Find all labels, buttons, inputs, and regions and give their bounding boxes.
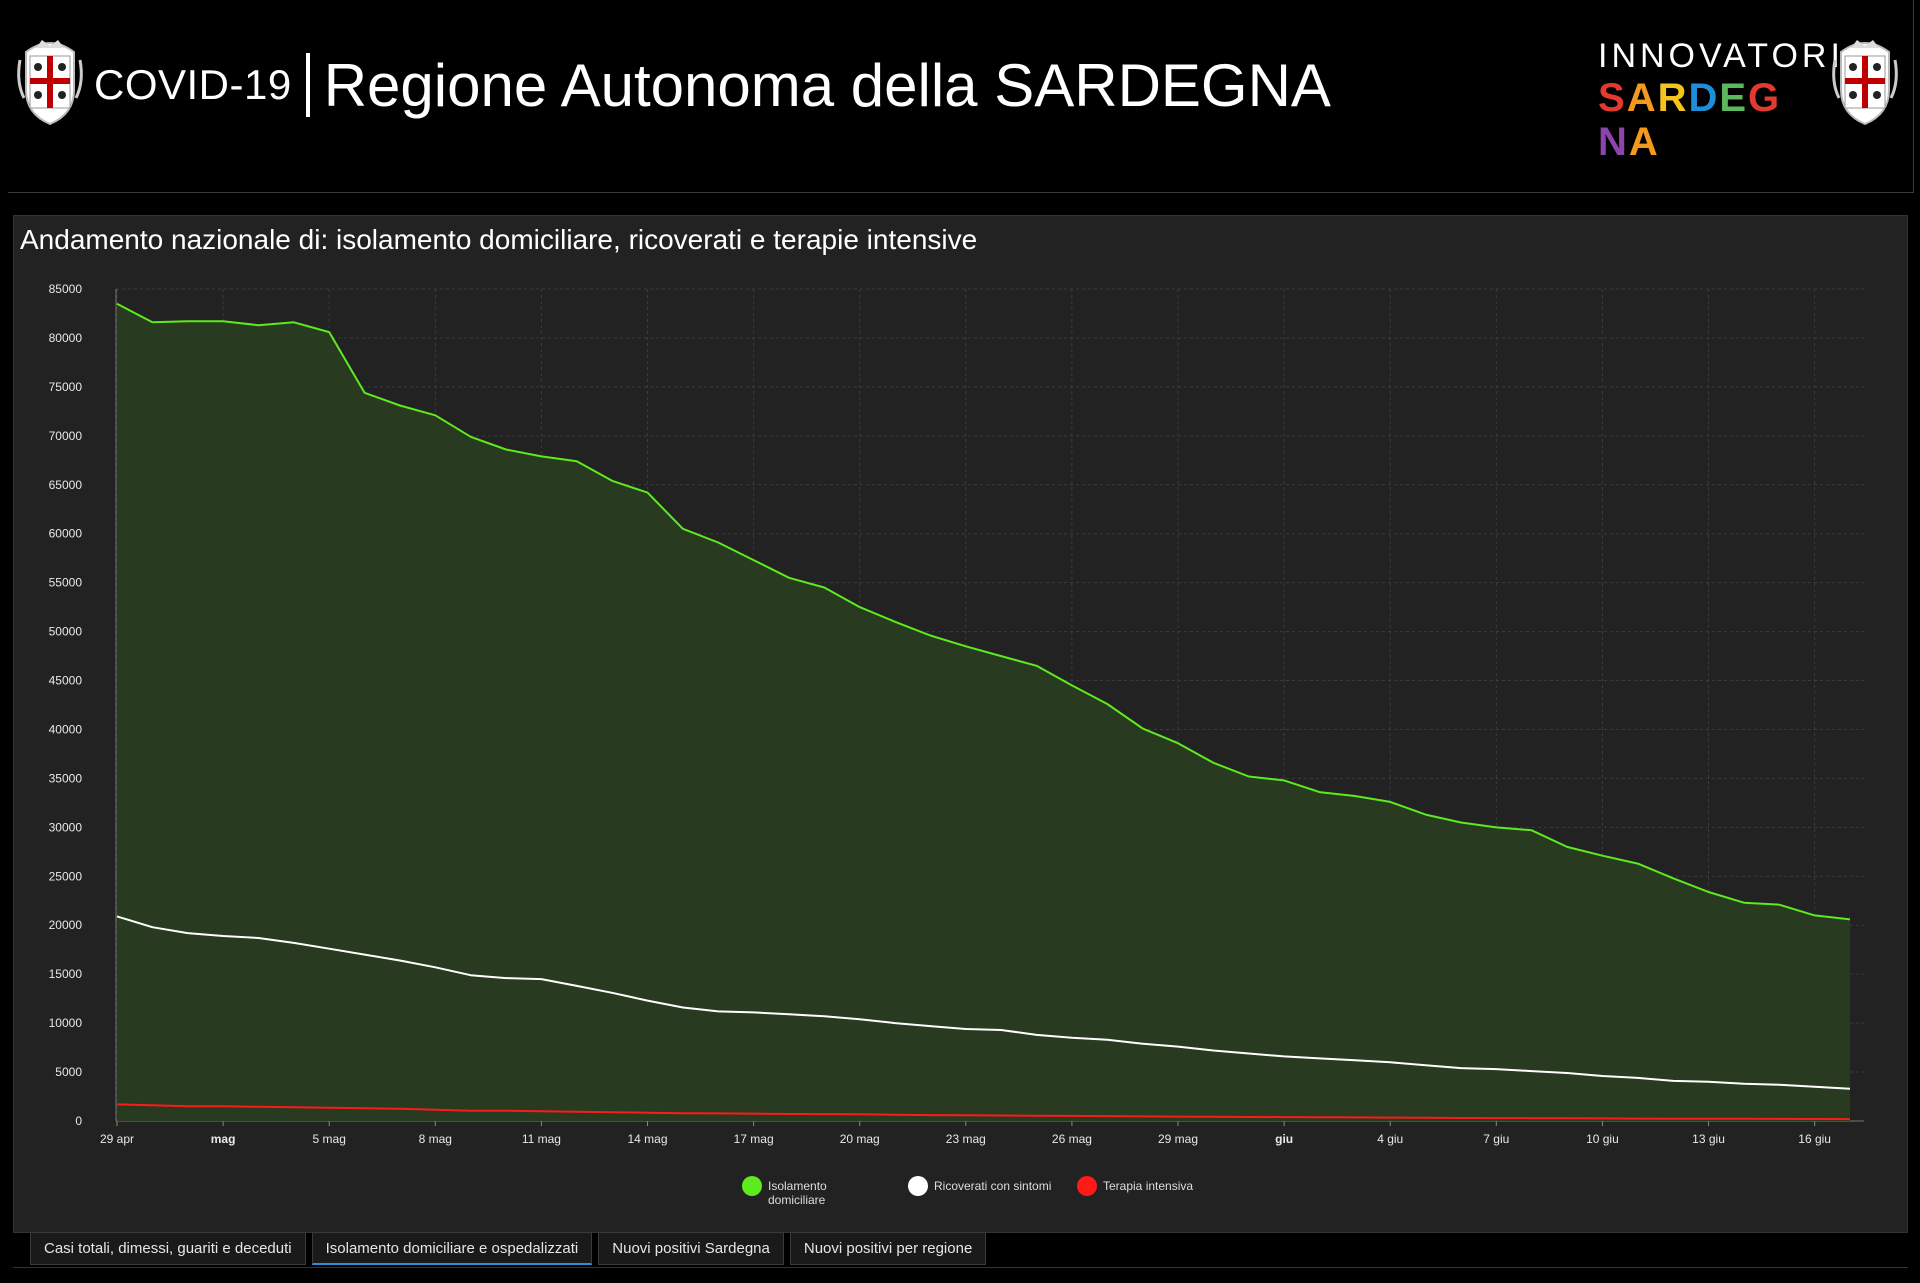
sardegna-letter: D bbox=[1688, 76, 1720, 120]
sardegna-label: SARDEG NA bbox=[1598, 76, 1808, 164]
y-tick-label: 20000 bbox=[49, 918, 83, 932]
sardegna-letter: N bbox=[1598, 120, 1629, 164]
y-tick-label: 60000 bbox=[49, 527, 83, 541]
brand-title: COVID-19 Regione Autonoma della SARDEGNA bbox=[94, 45, 1331, 125]
chart-title: Andamento nazionale di: isolamento domic… bbox=[20, 224, 978, 255]
tab-button[interactable]: Casi totali, dimessi, guariti e deceduti bbox=[30, 1232, 306, 1265]
sardegna-letter: G bbox=[1748, 76, 1782, 120]
x-tick-label: 7 giu bbox=[1483, 1132, 1509, 1146]
sardegna-letter: A bbox=[1628, 120, 1660, 164]
y-tick-label: 10000 bbox=[49, 1016, 83, 1030]
sardinia-crest-icon bbox=[1829, 34, 1901, 126]
x-tick-label: 4 giu bbox=[1377, 1132, 1403, 1146]
x-tick-label: 20 mag bbox=[840, 1132, 880, 1146]
region-label: Regione Autonoma della SARDEGNA bbox=[323, 51, 1331, 119]
header: COVID-19 Regione Autonoma della SARDEGNA… bbox=[0, 0, 1920, 192]
x-tick-label: 29 mag bbox=[1158, 1132, 1198, 1146]
bottom-divider bbox=[13, 1267, 1908, 1268]
y-tick-label: 25000 bbox=[49, 869, 83, 883]
y-tick-label: 40000 bbox=[49, 722, 83, 736]
x-tick-label: 26 mag bbox=[1052, 1132, 1092, 1146]
y-tick-label: 30000 bbox=[49, 820, 83, 834]
y-tick-label: 70000 bbox=[49, 429, 83, 443]
header-right-border bbox=[1913, 0, 1914, 193]
y-tick-label: 35000 bbox=[49, 771, 83, 785]
series-area-0 bbox=[117, 303, 1850, 1121]
x-tick-label: 8 mag bbox=[419, 1132, 452, 1146]
sardegna-letter: A bbox=[1626, 76, 1658, 120]
legend-label: Terapia intensiva bbox=[1103, 1179, 1194, 1193]
y-tick-label: 65000 bbox=[49, 478, 83, 492]
series-line-1 bbox=[116, 915, 1851, 1090]
sardinia-crest-icon bbox=[14, 34, 86, 126]
x-tick-label: 10 giu bbox=[1586, 1132, 1619, 1146]
title-separator bbox=[305, 53, 310, 117]
header-divider bbox=[8, 192, 1914, 193]
legend-marker-icon bbox=[742, 1176, 762, 1196]
innovatori-label: INNOVATORI bbox=[1598, 37, 1844, 75]
y-tick-label: 45000 bbox=[49, 674, 83, 688]
legend-label: Isolamento domiciliare bbox=[768, 1179, 827, 1207]
x-tick-label: 11 mag bbox=[522, 1132, 561, 1146]
legend-label: Ricoverati con sintomi bbox=[934, 1179, 1052, 1193]
x-tick-label: 23 mag bbox=[946, 1132, 986, 1146]
y-tick-label: 85000 bbox=[49, 282, 83, 296]
sardegna-letter: R bbox=[1657, 76, 1689, 120]
series-line-0 bbox=[116, 302, 1851, 921]
x-tick-label: giu bbox=[1275, 1132, 1293, 1146]
x-tick-label: 16 giu bbox=[1798, 1132, 1831, 1146]
y-tick-label: 0 bbox=[75, 1114, 82, 1128]
legend-marker-icon bbox=[1077, 1176, 1097, 1196]
tab-button[interactable]: Isolamento domiciliare e ospedalizzati bbox=[311, 1232, 593, 1265]
y-tick-label: 80000 bbox=[49, 331, 83, 345]
legend-item[interactable]: Terapia intensiva bbox=[1077, 1176, 1193, 1196]
y-tick-label: 55000 bbox=[49, 576, 83, 590]
series-line-2 bbox=[116, 1103, 1851, 1121]
chart-tabs: Casi totali, dimessi, guariti e deceduti… bbox=[30, 1232, 987, 1266]
sardegna-letter: S bbox=[1598, 76, 1627, 120]
innovatori-sardegna-logo: INNOVATORI SARDEG NA bbox=[1598, 36, 1844, 164]
x-tick-label: 5 mag bbox=[313, 1132, 346, 1146]
chart-legend: Isolamento domiciliare Ricoverati con sint… bbox=[0, 1172, 1920, 1212]
tab-button[interactable]: Nuovi positivi per regione bbox=[789, 1232, 987, 1265]
legend-item[interactable]: Ricoverati con sintomi bbox=[908, 1176, 1051, 1196]
y-tick-label: 75000 bbox=[49, 380, 83, 394]
x-tick-label: 17 mag bbox=[734, 1132, 774, 1146]
legend-item[interactable]: Isolamento domiciliare bbox=[742, 1176, 827, 1207]
x-tick-label: 13 giu bbox=[1692, 1132, 1725, 1146]
x-tick-label: mag bbox=[211, 1132, 236, 1146]
legend-marker-icon bbox=[908, 1176, 928, 1196]
x-tick-label: 29 apr bbox=[100, 1132, 134, 1146]
y-tick-label: 50000 bbox=[49, 625, 83, 639]
covid-label: COVID-19 bbox=[94, 61, 292, 108]
y-tick-label: 15000 bbox=[49, 967, 83, 981]
y-tick-label: 5000 bbox=[55, 1065, 82, 1079]
tab-button[interactable]: Nuovi positivi Sardegna bbox=[598, 1232, 784, 1265]
sardegna-letter: E bbox=[1719, 76, 1749, 120]
x-tick-label: 14 mag bbox=[627, 1132, 667, 1146]
